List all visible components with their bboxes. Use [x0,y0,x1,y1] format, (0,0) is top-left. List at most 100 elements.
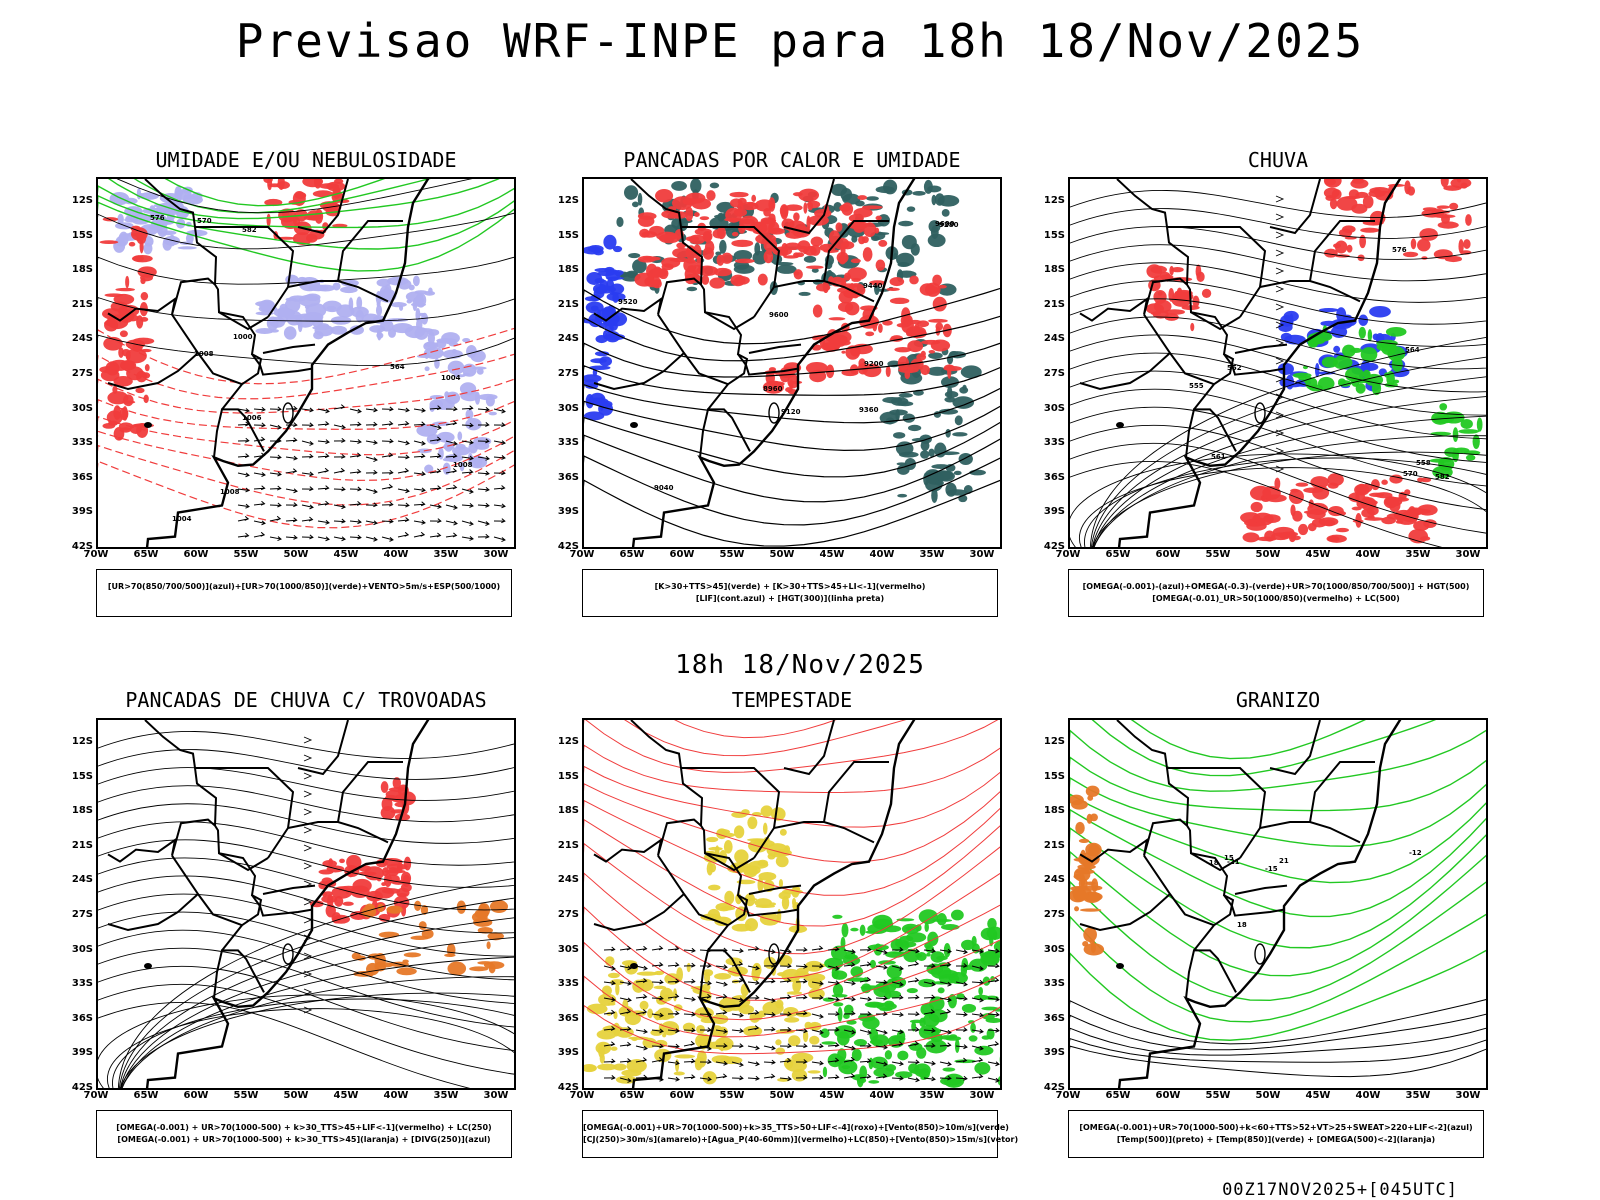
lat-label: 42S [71,541,93,552]
lat-label: 24S [557,874,579,886]
lon-label: 55W [1205,1090,1231,1101]
lat-label: 39S [1043,506,1065,518]
lon-label: 50W [769,1090,795,1101]
lon-label: 60W [183,1090,209,1101]
lat-label: 27S [71,909,93,920]
forecast-map-4 [96,718,516,1090]
lat-label: 33S [1043,978,1065,990]
lon-label: 40W [383,1090,409,1101]
svg-text:9440: 9440 [863,282,883,290]
legend-line: [K>30+TTS>45](verde) + [K>30+TTS>45+LI<-… [654,582,926,591]
lat-label: 21S [1043,839,1065,851]
lon-label: 45W [1305,549,1331,560]
lat-label: 33S [71,437,93,449]
lon-label: 45W [333,1090,359,1101]
lat-label: 33S [1043,437,1065,449]
lat-label: 15S [71,229,93,241]
lat-label: 21S [557,839,579,851]
lat-label: 18S [1043,805,1065,817]
lat-label: 36S [71,471,93,483]
panel-title-2: PANCADAS POR CALOR E UMIDADE [623,148,961,172]
svg-text:582: 582 [242,226,257,234]
panel-legend-1: [UR>70(850/700/500)](azul)+[UR>70(1000/8… [96,569,512,617]
panel-legend-6: [OMEGA(-0.001)+UR>70(1000-500)+k<60+TTS>… [1068,1110,1484,1158]
wind850-vectors [603,945,1000,1083]
lat-label: 42S [557,541,579,552]
lon-label: 35W [919,1090,945,1101]
svg-text:564: 564 [390,363,405,371]
panel-legend-3: [OMEGA(-0.001)-(azul)+OMEGA(-0.3)-(verde… [1068,569,1484,617]
lat-label: 39S [557,1047,579,1059]
lon-label: 55W [233,549,259,560]
svg-text:1006: 1006 [242,414,262,422]
lon-label: 35W [433,549,459,560]
lon-label: 65W [1105,549,1131,560]
lat-label: 30S [557,943,579,955]
lon-label: 40W [1355,1090,1381,1101]
svg-text:15: 15 [1224,854,1234,862]
svg-text:558: 558 [1416,459,1431,467]
lat-label: 36S [557,1012,579,1024]
legend-line: [OMEGA(-0.01)_UR>50(1000/850)(vermelho) … [1152,594,1400,603]
svg-text:555: 555 [1189,382,1204,390]
svg-text:1008: 1008 [453,461,473,469]
lon-label: 60W [1155,1090,1181,1101]
panel-title-4: PANCADAS DE CHUVA C/ TROVOADAS [125,688,487,712]
svg-text:18: 18 [1237,921,1247,929]
streamlines-250 [98,731,514,1088]
panel-legend-2: [K>30+TTS>45](verde) + [K>30+TTS>45+LI<-… [582,569,998,617]
lat-label: 15S [1043,229,1065,241]
svg-text:576: 576 [150,214,165,222]
lat-label: 21S [557,298,579,310]
lat-label: 24S [71,874,93,886]
lat-label: 15S [71,770,93,782]
svg-text:9200: 9200 [864,360,884,368]
lon-label: 50W [1255,1090,1281,1101]
lon-label: 60W [1155,549,1181,560]
thunder-orange-area [351,900,508,977]
hgt300-contours [584,287,1000,547]
lon-label: 35W [919,549,945,560]
lat-label: 30S [71,402,93,414]
svg-text:9520: 9520 [618,298,638,306]
lat-label: 39S [1043,1047,1065,1059]
lon-label: 70W [569,549,595,560]
wind-vectors [237,404,506,542]
legend-line: [OMEGA(-0.001) + UR>70(1000-500) + k>30_… [116,1123,492,1132]
lat-label: 12S [71,736,93,747]
lon-label: 65W [619,549,645,560]
lat-label: 27S [557,909,579,920]
temp850-contours [1070,720,1486,1041]
lat-label: 15S [1043,770,1065,782]
lat-label: 33S [557,978,579,990]
forecast-map-2: 9600 9520 9440 9360 9280 9200 9120 9040 8960 9600 [582,177,1002,549]
temp500-contours [1070,999,1486,1078]
legend-line: [OMEGA(-0.001)+UR>70(1000-500)+k>35_TTS>… [583,1123,1009,1132]
lon-label: 50W [283,1090,309,1101]
lat-label: 36S [1043,471,1065,483]
lat-label: 27S [1043,909,1065,920]
lon-label: 40W [869,549,895,560]
lat-label: 30S [1043,402,1065,414]
legend-line: [OMEGA(-0.001)-(azul)+OMEGA(-0.3)-(verde… [1082,582,1470,591]
lon-label: 60W [183,549,209,560]
lon-label: 70W [1055,549,1081,560]
lon-label: 65W [619,1090,645,1101]
legend-line: [LIF](cont.azul) + [HGT(300)](linha pret… [695,594,885,603]
svg-text:21: 21 [1279,857,1289,865]
lat-label: 21S [71,298,93,310]
lat-label: 33S [71,978,93,990]
lon-label: 55W [1205,549,1231,560]
lon-label: 35W [433,1090,459,1101]
svg-text:570: 570 [1403,470,1418,478]
panel-title-1: UMIDADE E/OU NEBULOSIDADE [155,148,457,172]
lat-label: 42S [71,1082,93,1093]
lon-label: 30W [1455,1090,1481,1101]
lat-label: 27S [71,368,93,379]
lon-label: 70W [83,1090,109,1101]
lon-label: 30W [483,1090,509,1101]
hgt500-labels: 582 576 570 564 561 558 555 552 [1189,246,1450,481]
lon-label: 50W [283,549,309,560]
lat-label: 15S [557,229,579,241]
lon-label: 65W [133,549,159,560]
